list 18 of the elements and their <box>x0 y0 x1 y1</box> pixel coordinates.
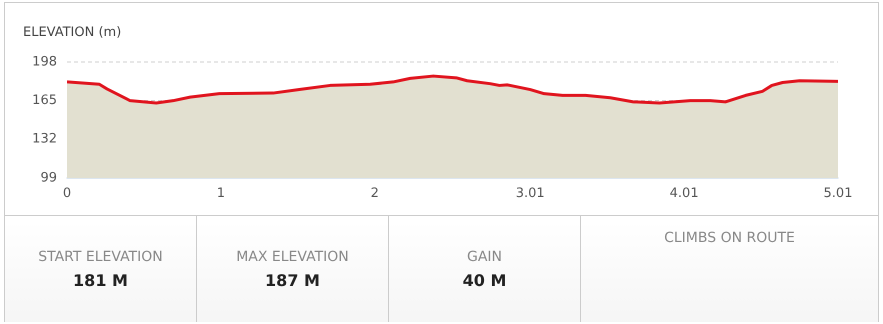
text: START ELEVATION <box>37 249 164 265</box>
text: 40 M <box>462 271 508 290</box>
y-tick-label: 132 <box>32 132 57 147</box>
x-tick-label: 1 <box>216 186 226 202</box>
x-tick-label: 4.01 <box>670 186 699 202</box>
y-tick-label: 99 <box>40 170 57 186</box>
y-tick-label: 165 <box>32 93 57 108</box>
text: MAX ELEVATION <box>235 249 350 265</box>
text: 187 M <box>264 271 321 290</box>
x-tick-label: 5.01 <box>824 186 852 202</box>
y-tick-label: 198 <box>32 54 57 70</box>
text: GAIN <box>466 249 504 265</box>
chart-title: ELEVATION (m) <box>23 25 122 40</box>
text: 181 M <box>72 271 129 290</box>
x-tick-label: 2 <box>370 186 379 202</box>
text: CLIMBS ON ROUTE <box>663 230 796 246</box>
x-tick-label: 3.01 <box>516 186 545 202</box>
x-tick-label: 0 <box>62 186 72 202</box>
